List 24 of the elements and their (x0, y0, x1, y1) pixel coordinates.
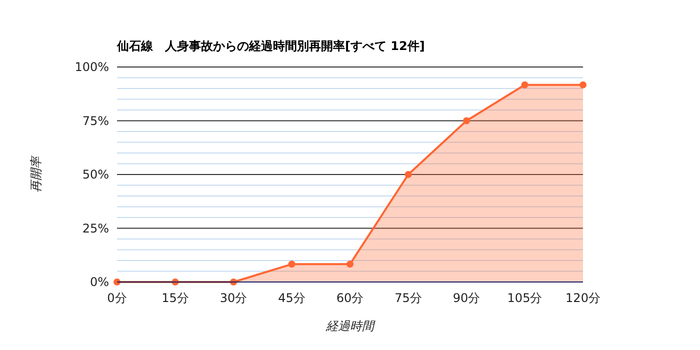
y-tick-label: 0% (90, 275, 109, 289)
x-tick-label: 120分 (566, 291, 600, 305)
y-tick-label: 25% (82, 221, 109, 236)
y-tick-label: 50% (82, 168, 109, 182)
point (463, 117, 470, 124)
point (346, 260, 354, 268)
x-tick-label: 90分 (452, 291, 480, 305)
point (114, 278, 120, 286)
x-tick-label: 30分 (220, 291, 248, 305)
x-axis-title: 経過時間 (325, 319, 376, 333)
y-tick-label: 100% (74, 60, 109, 74)
chart-title: 仙石線 人身事故からの経過時間別再開率[すべて 12件] (116, 39, 425, 53)
x-tick-label: 105分 (507, 291, 542, 305)
y-axis-title: 再開率 (29, 154, 43, 192)
x-tick-label: 15分 (162, 291, 189, 305)
x-tick-label: 60分 (336, 291, 364, 305)
x-tick-label: 0分 (107, 291, 127, 305)
point (404, 171, 412, 178)
point (288, 260, 296, 268)
x-tick-label: 75分 (394, 291, 422, 305)
point (580, 81, 586, 88)
x-tick-label: 45分 (278, 291, 306, 305)
point (521, 81, 528, 88)
y-tick-label: 75% (82, 114, 109, 128)
